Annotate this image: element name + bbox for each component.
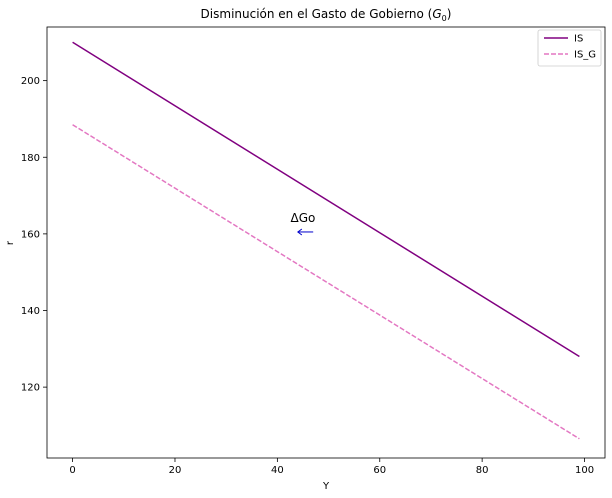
annotation: ΔGo (291, 211, 316, 236)
x-axis-label: Y (322, 481, 330, 492)
legend-frame (537, 29, 602, 67)
chart-title: Disminución en el Gasto de Gobierno (G0) (201, 7, 452, 23)
legend-label: IS_G (574, 50, 596, 61)
x-tick-label: 100 (575, 465, 594, 476)
x-tick-label: 20 (169, 465, 182, 476)
y-tick-label: 160 (21, 229, 40, 240)
y-tick-label: 180 (21, 153, 40, 164)
chart-title-math-sub: 0 (442, 14, 447, 23)
annotation-label: ΔGo (291, 211, 316, 225)
x-tick-label: 40 (271, 465, 284, 476)
x-axis: 0 20 40 60 80 100 (69, 458, 594, 476)
plot-frame (46, 26, 606, 459)
y-tick-label: 140 (21, 306, 40, 317)
chart-title-text: Disminución en el Gasto de Gobierno ( (201, 7, 433, 21)
x-tick-label: 0 (69, 465, 75, 476)
series-line-is (72, 41, 580, 358)
chart-title-math: G (432, 7, 441, 21)
x-tick-label: 60 (373, 465, 386, 476)
y-axis-label: r (5, 240, 16, 245)
series-line-is-g (72, 124, 580, 440)
chart-title-end: ) (447, 7, 452, 21)
legend-label: IS (574, 34, 583, 45)
arrow-head (297, 228, 303, 236)
legend: IS IS_G (537, 29, 602, 67)
arrow-left-icon (297, 228, 314, 236)
plot-area (72, 41, 580, 440)
y-axis: 120 140 160 180 200 (21, 76, 47, 394)
y-tick-label: 120 (21, 383, 40, 394)
y-tick-label: 200 (21, 76, 40, 87)
x-tick-label: 80 (476, 465, 489, 476)
